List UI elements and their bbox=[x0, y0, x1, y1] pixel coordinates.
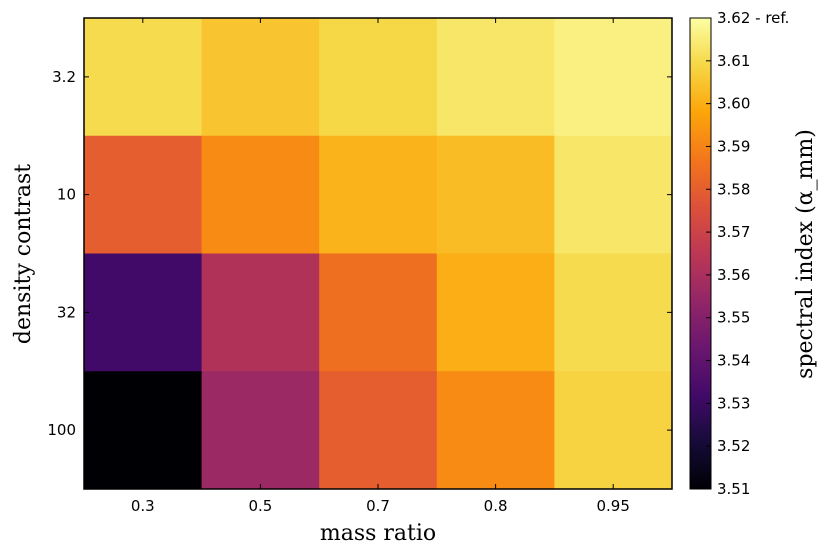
colorbar-tick-label: 3.58 bbox=[717, 180, 750, 198]
y-tick-label: 32 bbox=[57, 303, 76, 321]
heatmap-cell bbox=[554, 18, 673, 137]
colorbar-tick-label: 3.53 bbox=[717, 394, 750, 412]
heatmap-cell bbox=[319, 18, 438, 137]
colorbar-label: spectral index (α_mm) bbox=[793, 129, 818, 379]
colorbar-ticks: 3.51 3.52 3.53 3.54 3.55 3.56 3.57 3.58 3.59 3.60… bbox=[706, 9, 789, 498]
colorbar-tick-label: 3.54 bbox=[717, 352, 750, 370]
heatmap-cell bbox=[319, 253, 438, 372]
heatmap-cell bbox=[554, 135, 673, 254]
x-tick-label: 0.8 bbox=[484, 497, 508, 515]
heatmap-cell bbox=[201, 18, 320, 137]
colorbar-tick-label: 3.60 bbox=[717, 95, 750, 113]
colorbar-tick-label: 3.61 bbox=[717, 52, 750, 70]
heatmap-cell bbox=[436, 135, 555, 254]
y-tick-label: 3.2 bbox=[52, 68, 76, 86]
colorbar-tick-label: 3.51 bbox=[717, 480, 750, 498]
x-tick-label: 0.95 bbox=[596, 497, 629, 515]
x-axis-ticks: 0.3 0.5 0.7 0.8 0.95 bbox=[131, 18, 630, 515]
heatmap-cell bbox=[436, 18, 555, 137]
y-tick-label: 10 bbox=[57, 186, 76, 204]
y-axis-label: density contrast bbox=[11, 164, 36, 344]
heatmap-cell bbox=[201, 371, 320, 490]
colorbar-tick-label: 3.59 bbox=[717, 137, 750, 155]
heatmap-cell bbox=[436, 371, 555, 490]
heatmap-cell bbox=[84, 18, 203, 137]
y-axis-ticks: 3.2 10 32 100 bbox=[47, 68, 672, 439]
y-tick-label: 100 bbox=[47, 421, 76, 439]
heatmap-cell bbox=[201, 135, 320, 254]
x-tick-label: 0.3 bbox=[131, 497, 155, 515]
heatmap-cell bbox=[436, 253, 555, 372]
colorbar-tick-label: 3.57 bbox=[717, 223, 750, 241]
colorbar-tick-label: 3.52 bbox=[717, 437, 750, 455]
colorbar-tick-label: 3.62 - ref. bbox=[717, 9, 789, 27]
heatmap-cell bbox=[84, 371, 203, 490]
heatmap-cell bbox=[554, 253, 673, 372]
x-tick-label: 0.5 bbox=[248, 497, 272, 515]
colorbar bbox=[689, 17, 712, 490]
x-tick-label: 0.7 bbox=[366, 497, 390, 515]
heatmap-cell bbox=[84, 253, 203, 372]
heatmap-cell bbox=[319, 371, 438, 490]
heatmap-cell bbox=[554, 371, 673, 490]
colorbar-tick-label: 3.56 bbox=[717, 266, 750, 284]
x-axis-label: mass ratio bbox=[320, 521, 436, 546]
colorbar-tick-label: 3.55 bbox=[717, 309, 750, 327]
heatmap-cell bbox=[84, 135, 203, 254]
heatmap-cell bbox=[319, 135, 438, 254]
heatmap-cell bbox=[201, 253, 320, 372]
heatmap-cells bbox=[84, 18, 673, 490]
